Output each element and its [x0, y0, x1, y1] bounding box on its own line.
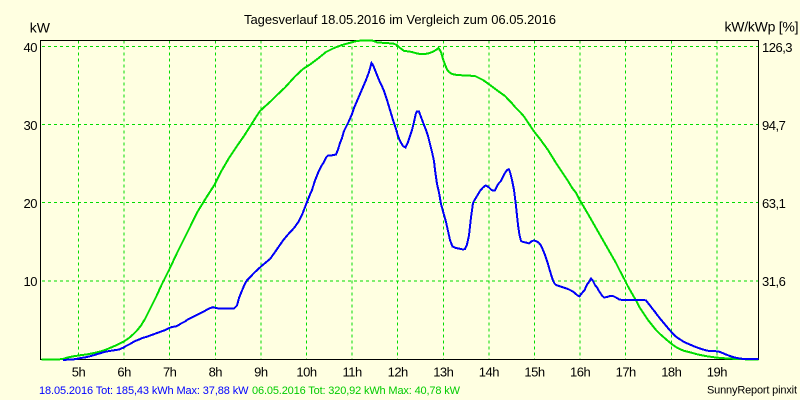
svg-text:8h: 8h	[209, 365, 223, 380]
svg-text:18h: 18h	[661, 365, 681, 380]
svg-text:10h: 10h	[296, 365, 316, 380]
svg-text:kW: kW	[30, 20, 51, 36]
svg-text:7h: 7h	[163, 365, 177, 380]
svg-text:20: 20	[24, 196, 38, 211]
svg-text:14h: 14h	[479, 365, 499, 380]
svg-text:10: 10	[24, 274, 38, 289]
svg-text:5h: 5h	[72, 365, 86, 380]
svg-text:06.05.2016 Tot: 320,92 kWh Max: 06.05.2016 Tot: 320,92 kWh Max: 40,78 kW	[252, 385, 461, 397]
svg-text:16h: 16h	[570, 365, 590, 380]
svg-text:31,6: 31,6	[762, 274, 786, 289]
svg-text:94,7: 94,7	[762, 118, 786, 133]
svg-text:Tagesverlauf 18.05.2016 im Ver: Tagesverlauf 18.05.2016 im Vergleich zum…	[244, 12, 556, 27]
svg-text:kW/kWp [%]: kW/kWp [%]	[725, 19, 799, 35]
svg-text:15h: 15h	[524, 365, 544, 380]
svg-text:126,3: 126,3	[762, 40, 792, 55]
svg-text:SunnyReport pinxit: SunnyReport pinxit	[707, 385, 797, 397]
svg-text:30: 30	[24, 118, 38, 133]
svg-text:12h: 12h	[388, 365, 408, 380]
svg-text:13h: 13h	[433, 365, 453, 380]
svg-text:6h: 6h	[117, 365, 131, 380]
svg-text:18.05.2016 Tot: 185,43 kWh Max: 18.05.2016 Tot: 185,43 kWh Max: 37,88 kW	[39, 385, 249, 397]
svg-text:19h: 19h	[707, 365, 727, 380]
svg-text:9h: 9h	[254, 365, 268, 380]
svg-text:17h: 17h	[616, 365, 636, 380]
svg-text:40: 40	[24, 40, 38, 55]
svg-text:11h: 11h	[342, 365, 361, 380]
svg-text:63,1: 63,1	[762, 196, 786, 211]
